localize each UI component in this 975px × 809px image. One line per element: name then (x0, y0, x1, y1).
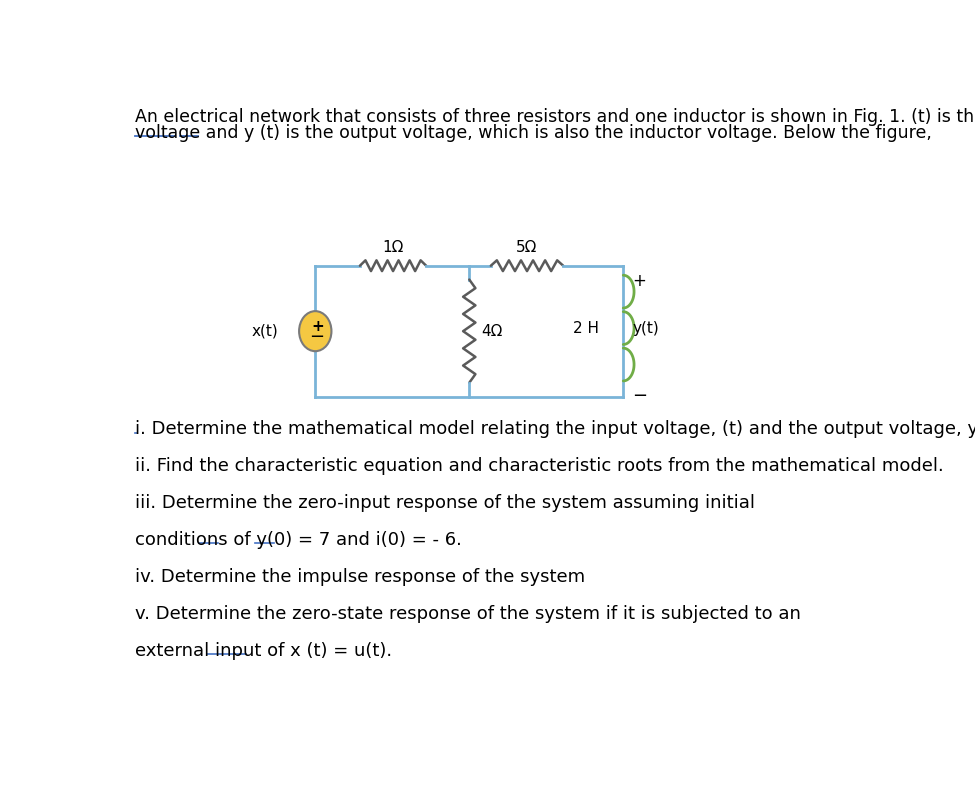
Text: i. Determine the mathematical model relating the input voltage, (t) and the outp: i. Determine the mathematical model rela… (136, 421, 975, 438)
Text: 4Ω: 4Ω (482, 324, 503, 339)
Text: +: + (311, 319, 324, 334)
Text: 5Ω: 5Ω (517, 240, 537, 255)
Text: conditions of y(0) = 7 and i(0) = - 6.: conditions of y(0) = 7 and i(0) = - 6. (136, 532, 462, 549)
Text: voltage and y (t) is the output voltage, which is also the inductor voltage. Bel: voltage and y (t) is the output voltage,… (136, 124, 932, 142)
Text: y(t): y(t) (633, 320, 659, 336)
Text: −: − (309, 328, 325, 346)
Text: x(t): x(t) (252, 324, 278, 339)
Text: An electrical network that consists of three resistors and one inductor is shown: An electrical network that consists of t… (136, 108, 975, 126)
Text: 2 H: 2 H (572, 320, 599, 336)
Text: v. Determine the zero-state response of the system if it is subjected to an: v. Determine the zero-state response of … (136, 605, 801, 623)
Text: iv. Determine the impulse response of the system: iv. Determine the impulse response of th… (136, 568, 585, 587)
Text: 1Ω: 1Ω (382, 240, 404, 255)
Text: iii. Determine the zero-input response of the system assuming initial: iii. Determine the zero-input response o… (136, 494, 755, 512)
Text: ii. Find the characteristic equation and characteristic roots from the mathemati: ii. Find the characteristic equation and… (136, 457, 944, 476)
Ellipse shape (299, 311, 332, 351)
Text: −: − (633, 387, 647, 404)
Text: +: + (633, 272, 646, 290)
Text: external input of x (t) = u(t).: external input of x (t) = u(t). (136, 642, 392, 660)
